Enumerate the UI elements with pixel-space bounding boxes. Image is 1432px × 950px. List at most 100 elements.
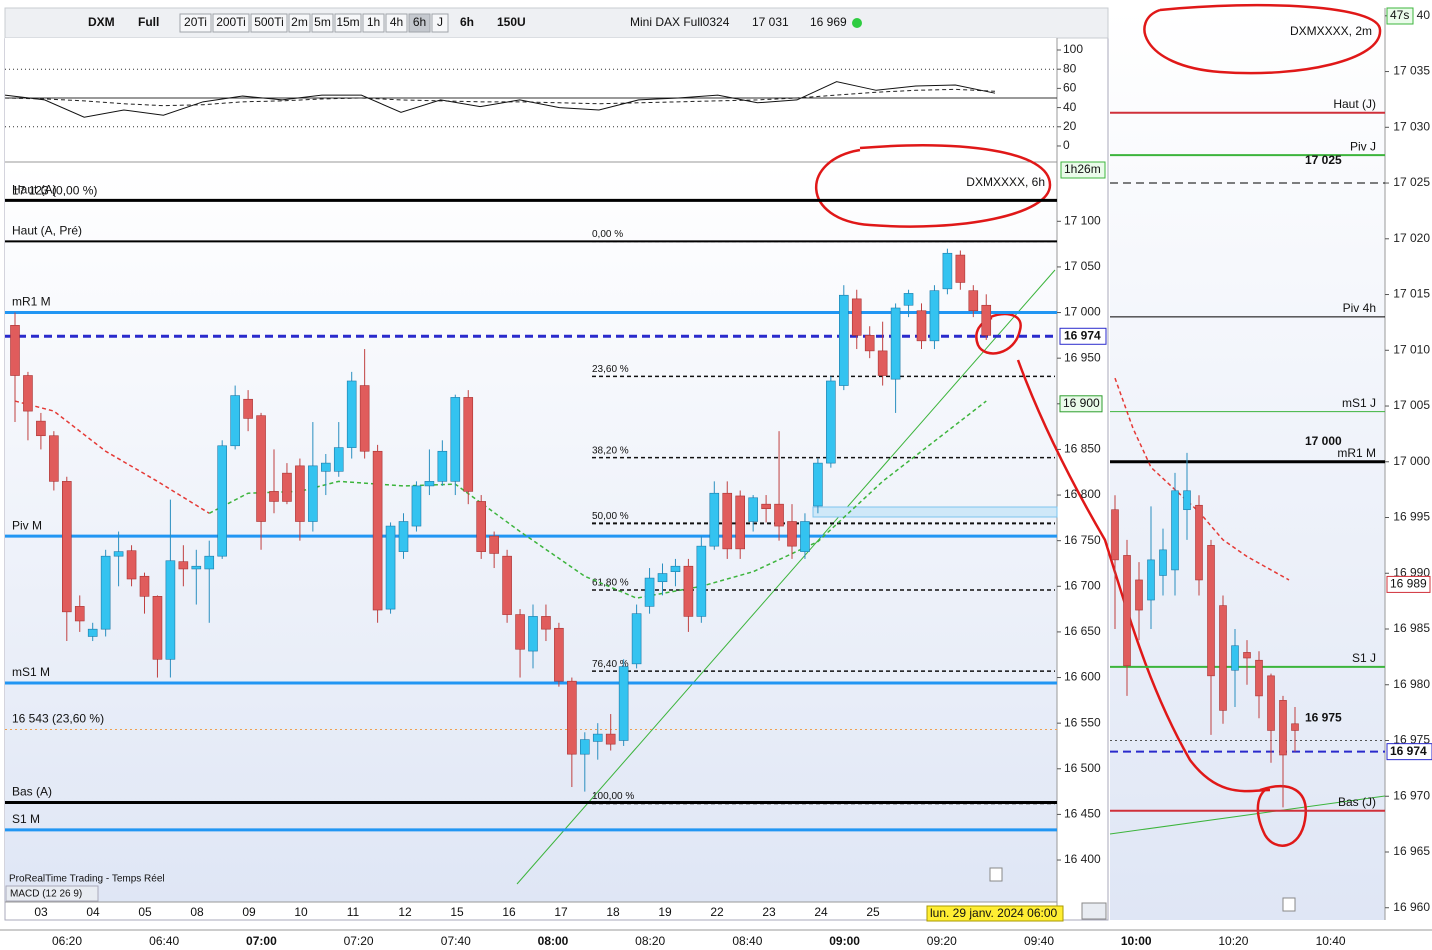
- y-tick-label: 16 965: [1393, 844, 1430, 858]
- date-label: 17: [554, 905, 568, 919]
- unit-label[interactable]: 200Ti: [216, 15, 246, 29]
- axis-tag: [1059, 327, 1107, 345]
- candle-body: [463, 397, 474, 492]
- axis-tag-label: 16 974: [1064, 328, 1101, 342]
- unit-label[interactable]: 4h: [390, 15, 403, 29]
- candle-body: [23, 375, 33, 412]
- unit-button[interactable]: [250, 13, 288, 33]
- period[interactable]: 6h: [460, 15, 474, 29]
- osc-tick-label: 40: [1063, 100, 1077, 114]
- candle-body: [269, 491, 279, 502]
- watermark: DXMXXXX, 6h: [966, 175, 1045, 189]
- instrument: Mini DAX Full0324: [630, 15, 730, 29]
- candle-body: [230, 395, 240, 447]
- level-label: mS1 J: [1342, 396, 1376, 410]
- level-label: Bas (J): [1338, 795, 1376, 809]
- level-label: Haut (J): [1333, 97, 1376, 111]
- level-tag: 17 025: [1305, 153, 1342, 167]
- date-label: 10: [294, 905, 308, 919]
- unit-button[interactable]: [311, 13, 334, 33]
- candle-body: [100, 555, 111, 630]
- date-label: 05: [138, 905, 152, 919]
- fib-label: 23,60 %: [592, 364, 629, 375]
- candle-body: [515, 614, 525, 650]
- date-label: 24: [814, 905, 828, 919]
- toolbar: [4, 7, 1109, 39]
- candle-body: [1111, 509, 1119, 561]
- unit-button[interactable]: [179, 13, 212, 33]
- unit-label[interactable]: 15m: [336, 15, 359, 29]
- right-panel: [1110, 8, 1385, 920]
- unit-button[interactable]: [385, 13, 408, 33]
- osc-tick-label: 80: [1063, 61, 1077, 75]
- timer-box: [1060, 161, 1106, 179]
- y-tick-label: 17 000: [1393, 454, 1430, 468]
- y-tick-label: 16 650: [1064, 624, 1101, 638]
- candle-body: [968, 290, 979, 312]
- date-label: 16: [502, 905, 516, 919]
- unit-button[interactable]: [408, 13, 431, 33]
- candle-body: [554, 627, 564, 682]
- timer: 47s: [1390, 8, 1409, 22]
- time-label: 10:00: [1121, 934, 1152, 948]
- candle-body: [761, 503, 771, 510]
- unit-button[interactable]: [212, 13, 250, 33]
- level-label: mR1 M: [12, 295, 51, 309]
- unit-button[interactable]: [362, 13, 385, 33]
- unit-button[interactable]: [334, 13, 362, 33]
- candle-body: [579, 739, 590, 755]
- y-tick-label: 16 960: [1393, 900, 1430, 914]
- symbol[interactable]: DXM: [88, 15, 115, 29]
- date-label: 12: [398, 905, 412, 919]
- candle-body: [476, 501, 487, 552]
- trend-line: [1109, 795, 1386, 835]
- unit-button[interactable]: [431, 13, 449, 33]
- y-tick-label: 16 700: [1064, 578, 1101, 592]
- unit-label[interactable]: J: [437, 15, 443, 29]
- mode[interactable]: Full: [138, 15, 159, 29]
- candle-body: [10, 325, 20, 376]
- y-tick-label: 17 020: [1393, 231, 1430, 245]
- unit-label[interactable]: 1h: [367, 15, 380, 29]
- axis-tag-label: 16 900: [1063, 396, 1100, 410]
- candle-body: [113, 551, 124, 557]
- level-label: 16 543 (23,60 %): [12, 712, 104, 726]
- y-tick-label: 17 100: [1064, 213, 1101, 227]
- candle-body: [191, 565, 202, 570]
- candle-body: [1135, 579, 1143, 611]
- unit-button[interactable]: [288, 13, 311, 33]
- fib-label: 100,00 %: [592, 791, 634, 802]
- unit-label[interactable]: 2m: [291, 15, 308, 29]
- y-tick-label: 16 400: [1064, 852, 1101, 866]
- date-label: 22: [710, 905, 724, 919]
- unit-label[interactable]: 500Ti: [254, 15, 284, 29]
- unit-label[interactable]: 6h: [413, 15, 426, 29]
- osc-tick-label: 60: [1063, 81, 1077, 95]
- info-icon[interactable]: [989, 867, 1003, 882]
- candle-body: [1279, 700, 1287, 756]
- zone: [812, 506, 1058, 518]
- candle-body: [398, 521, 409, 552]
- candle-body: [929, 290, 940, 342]
- axis-tag: [1386, 575, 1431, 593]
- candle-body: [178, 561, 189, 570]
- scroll-button[interactable]: [1081, 902, 1107, 920]
- unit-label[interactable]: 5m: [314, 15, 331, 29]
- info-icon[interactable]: [1282, 897, 1296, 912]
- candle-body: [657, 573, 668, 583]
- time-label: 09:40: [1024, 934, 1054, 948]
- candle-body: [890, 307, 901, 380]
- candle-body: [592, 733, 603, 742]
- date-label: 25: [866, 905, 880, 919]
- candle-body: [152, 596, 163, 660]
- date-label: 19: [658, 905, 672, 919]
- footer: ProRealTime Trading - Temps Réel: [9, 874, 165, 885]
- candle-body: [1231, 645, 1239, 671]
- bars[interactable]: 150U: [497, 15, 526, 29]
- level-label: S1 J: [1352, 651, 1376, 665]
- status-dot: [852, 18, 862, 28]
- candle-body: [139, 575, 150, 597]
- unit-label[interactable]: 20Ti: [184, 15, 207, 29]
- y-tick-label: 16 550: [1064, 715, 1101, 729]
